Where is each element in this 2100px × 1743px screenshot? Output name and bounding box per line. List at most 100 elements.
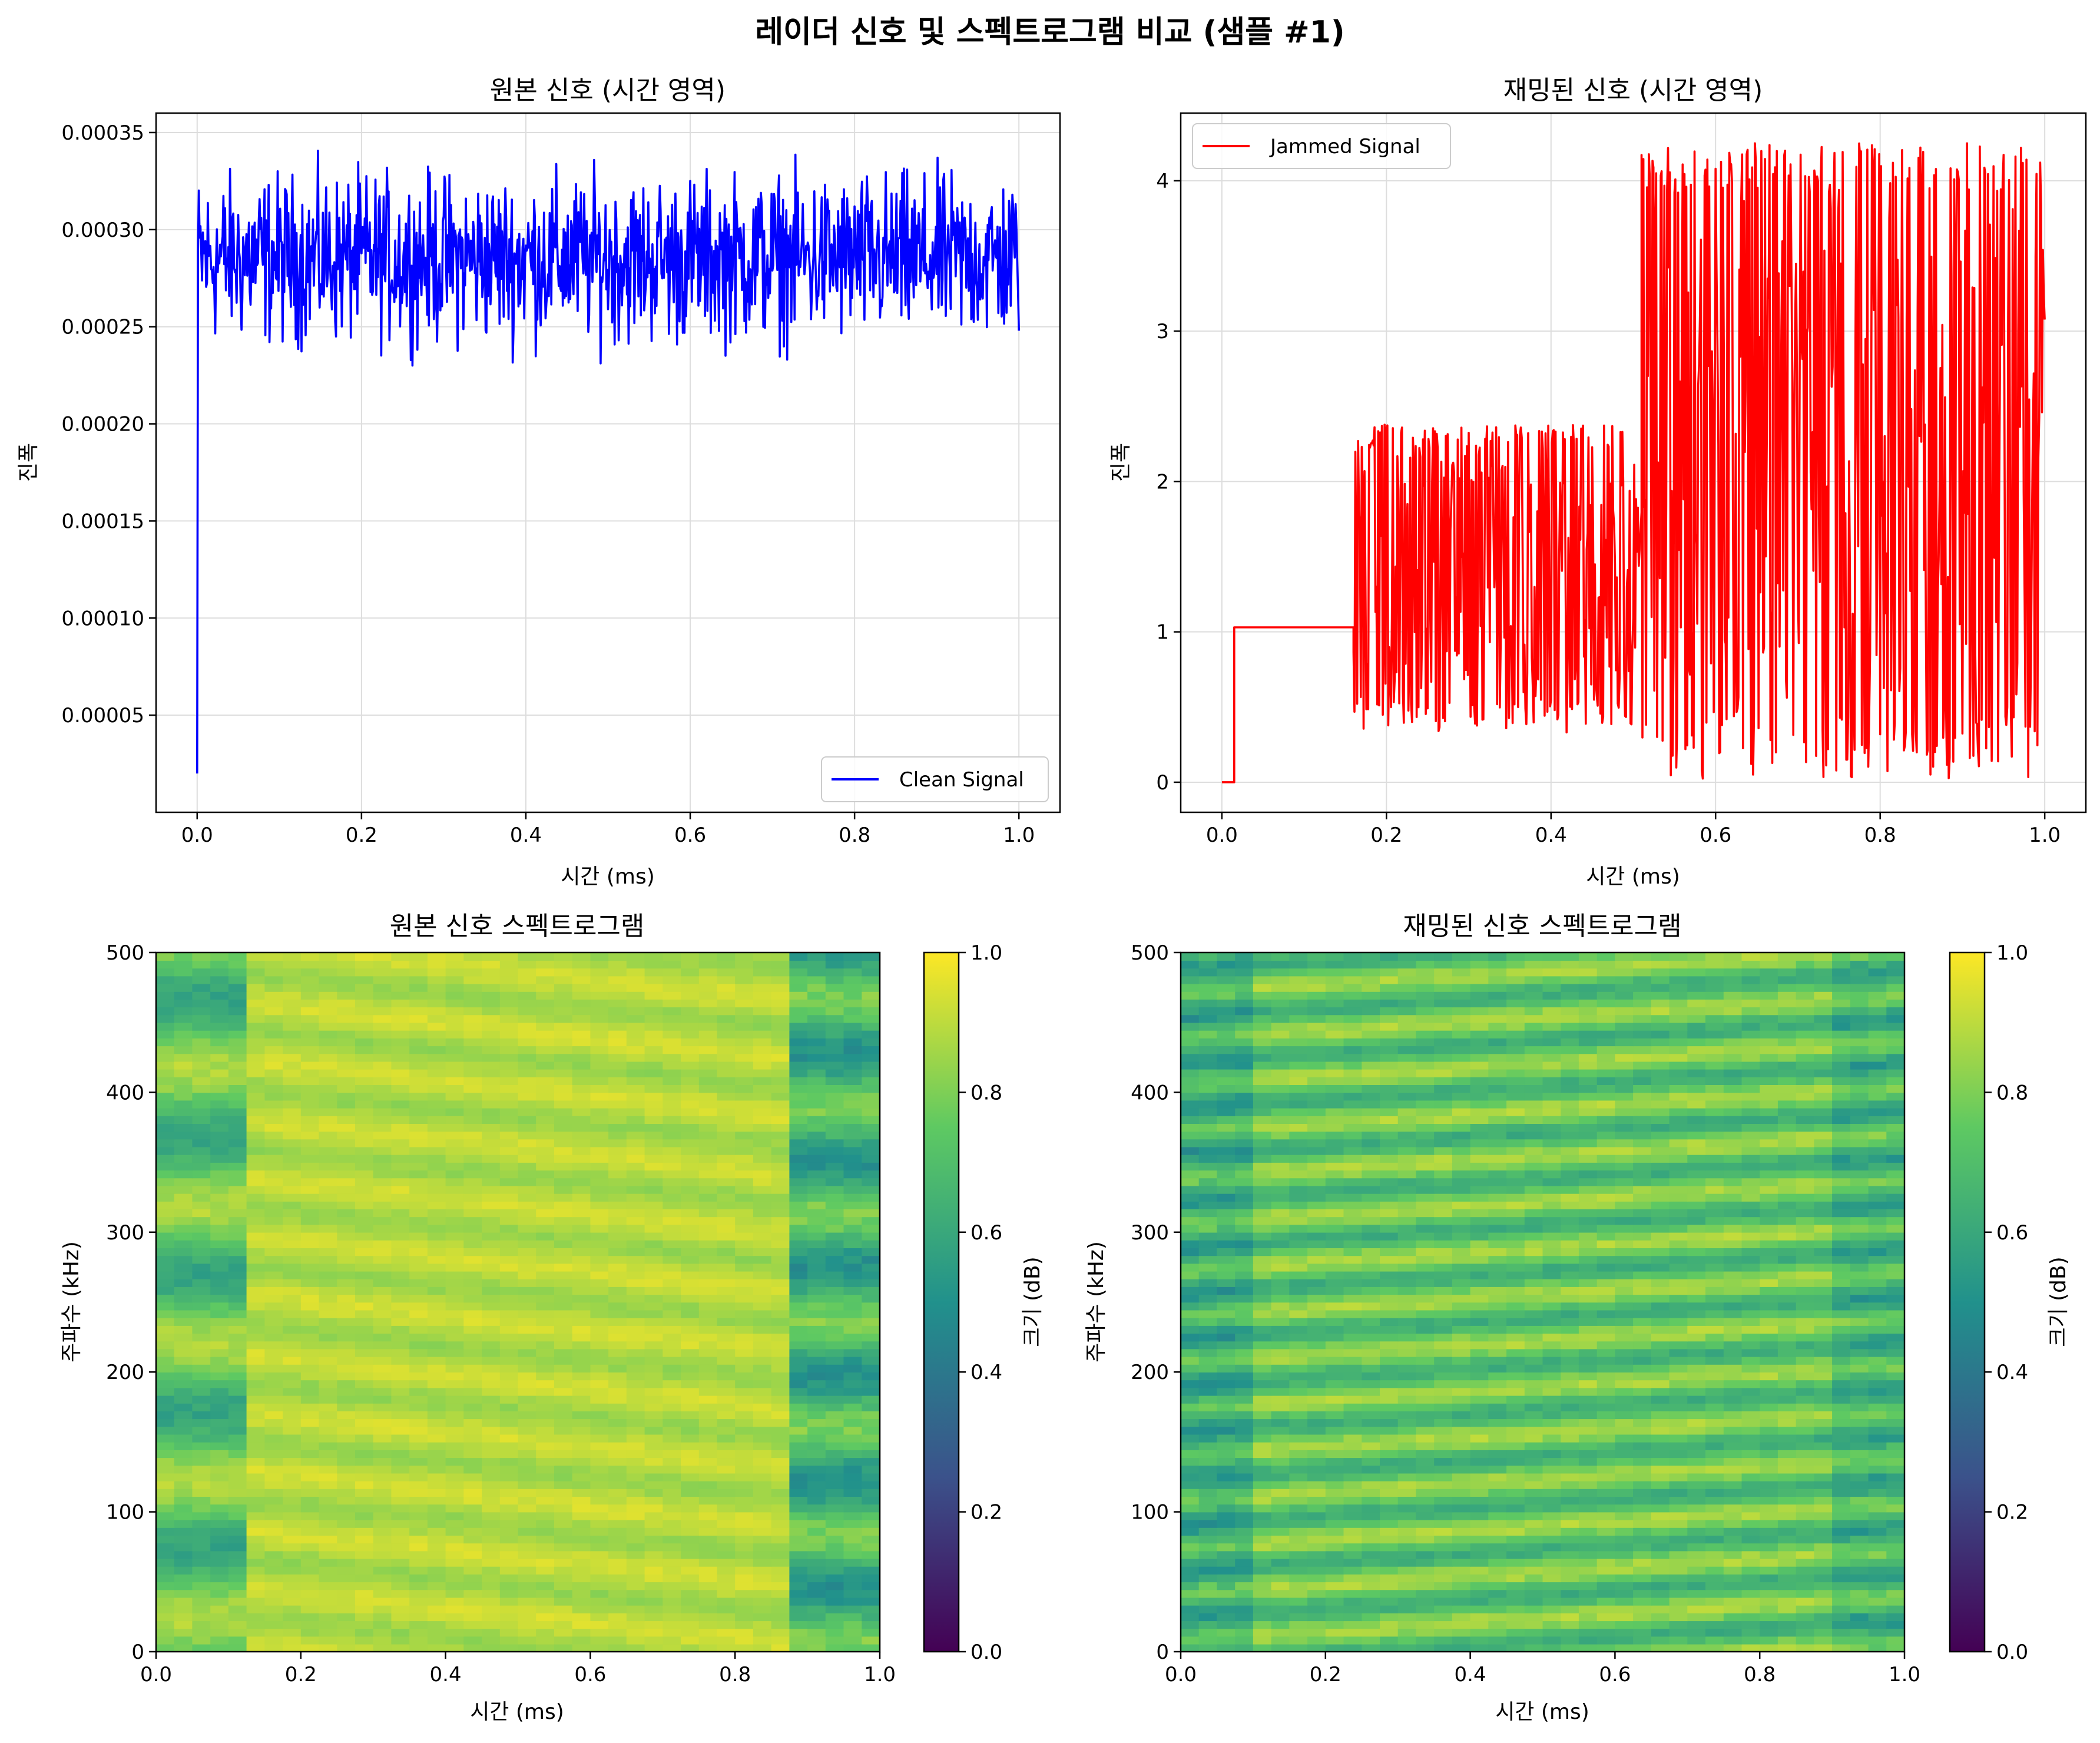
heatmap-cell [1271, 1480, 1290, 1489]
heatmap-cell [1886, 1473, 1905, 1481]
heatmap-cell [717, 1535, 736, 1544]
heatmap-cell [1289, 1574, 1308, 1583]
heatmap-cell [264, 1325, 283, 1334]
heatmap-cell [355, 1162, 374, 1171]
heatmap-cell [862, 1216, 880, 1225]
heatmap-cell [862, 1441, 880, 1450]
jammed-signal-xlabel: 시간 (ms) [1586, 865, 1680, 889]
heatmap-cell [1289, 1582, 1308, 1590]
heatmap-cell [698, 1185, 718, 1194]
heatmap-cell [735, 1597, 754, 1606]
heatmap-cell [807, 1014, 826, 1023]
heatmap-cell [789, 1566, 808, 1575]
heatmap-cell [1289, 1597, 1308, 1606]
heatmap-cell [283, 1582, 302, 1590]
heatmap-cell [771, 1139, 790, 1147]
heatmap-cell [753, 1162, 772, 1171]
heatmap-cell [482, 952, 501, 961]
heatmap-cell [789, 1550, 808, 1559]
heatmap-cell [608, 1107, 627, 1116]
heatmap-cell [663, 1582, 681, 1590]
heatmap-cell [174, 1116, 193, 1124]
heatmap-cell [463, 1434, 482, 1443]
heatmap-cell [1307, 1574, 1326, 1583]
heatmap-cell [445, 1100, 465, 1109]
heatmap-cell [1615, 1582, 1634, 1590]
heatmap-cell [518, 1232, 536, 1241]
heatmap-cell [536, 1465, 555, 1474]
heatmap-cell [843, 1278, 862, 1287]
heatmap-cell [300, 999, 320, 1008]
heatmap-cell [1307, 1441, 1326, 1450]
heatmap-cell [626, 1022, 645, 1031]
heatmap-cell [1289, 1496, 1308, 1505]
heatmap-cell [862, 1069, 880, 1077]
heatmap-cell [1760, 1589, 1778, 1598]
heatmap-cell [536, 1201, 555, 1209]
heatmap-cell [283, 1480, 302, 1489]
heatmap-cell [789, 1317, 808, 1326]
heatmap-cell [626, 1613, 645, 1622]
heatmap-cell [644, 1046, 664, 1054]
heatmap-cell [210, 1193, 229, 1202]
heatmap-cell [1669, 1620, 1688, 1629]
heatmap-cell [445, 1162, 465, 1171]
heatmap-cell [264, 1527, 283, 1536]
heatmap-cell [300, 1489, 320, 1497]
heatmap-cell [518, 991, 536, 1000]
heatmap-cell [717, 968, 736, 977]
heatmap-cell [572, 1496, 591, 1505]
heatmap-cell [554, 1092, 573, 1101]
heatmap-cell [590, 1558, 609, 1567]
heatmap-cell [626, 1092, 645, 1101]
heatmap-cell [789, 1123, 808, 1132]
heatmap-cell [681, 968, 700, 977]
heatmap-cell [1723, 1535, 1743, 1544]
heatmap-cell [1705, 1597, 1724, 1606]
heatmap-cell [1289, 1450, 1308, 1458]
heatmap-cell [1235, 1411, 1254, 1420]
heatmap-cell [1434, 1496, 1453, 1505]
jammed-signal-title: 재밍된 신호 (시간 영역) [1503, 75, 1763, 105]
heatmap-cell [753, 960, 772, 969]
heatmap-cell [391, 1302, 410, 1311]
heatmap-cell [1253, 1582, 1272, 1590]
heatmap-cell [626, 1014, 645, 1023]
heatmap-cell [427, 1069, 446, 1077]
heatmap-cell [355, 1489, 374, 1497]
heatmap-cell [1307, 1550, 1326, 1559]
heatmap-cell [644, 1116, 664, 1124]
heatmap-cell [753, 1519, 772, 1528]
heatmap-cell [1741, 1574, 1760, 1583]
heatmap-cell [717, 1504, 736, 1513]
heatmap-cell [355, 1457, 374, 1466]
heatmap-cell [681, 1309, 700, 1318]
heatmap-cell [463, 1294, 482, 1303]
heatmap-cell [1687, 1558, 1706, 1567]
heatmap-cell [626, 1441, 645, 1450]
heatmap-cell [482, 1139, 501, 1147]
heatmap-cell [862, 1302, 880, 1311]
heatmap-cell [1397, 1403, 1417, 1411]
heatmap-cell [518, 1046, 536, 1054]
heatmap-cell [409, 1131, 428, 1140]
heatmap-cell [482, 1232, 501, 1241]
heatmap-cell [717, 1364, 736, 1372]
heatmap-cell [283, 1302, 302, 1311]
heatmap-cell [156, 1613, 175, 1622]
heatmap-cell [499, 1046, 519, 1054]
heatmap-cell [626, 1550, 645, 1559]
heatmap-cell [210, 1558, 229, 1567]
heatmap-cell [1651, 1512, 1670, 1520]
heatmap-cell [1235, 1496, 1254, 1505]
heatmap-cell [210, 1154, 229, 1163]
heatmap-cell [1542, 1457, 1561, 1466]
heatmap-cell [608, 1007, 627, 1016]
heatmap-cell [681, 952, 700, 961]
heatmap-cell [427, 1046, 446, 1054]
heatmap-cell [246, 999, 266, 1008]
heatmap-cell [1633, 1426, 1652, 1435]
heatmap-cell [445, 1574, 465, 1583]
heatmap-cell [1651, 1450, 1670, 1458]
heatmap-cell [1814, 1480, 1833, 1489]
